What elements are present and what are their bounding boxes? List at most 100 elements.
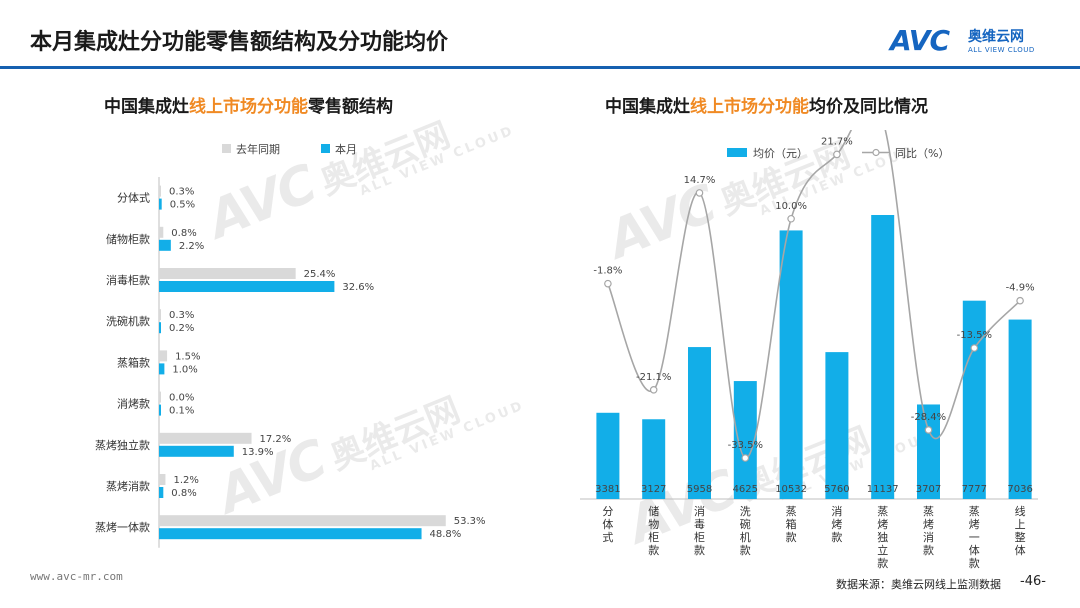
avg-price-data-label: 5760 bbox=[824, 484, 849, 495]
legend-swatch-avg-price bbox=[727, 148, 747, 157]
yoy-point bbox=[649, 385, 658, 394]
avg-price-data-label: 7036 bbox=[1007, 484, 1032, 495]
data-label-last-year: 1.5% bbox=[175, 351, 200, 362]
data-label-last-year: 1.2% bbox=[173, 475, 198, 486]
category-label: 蒸烤独立款 bbox=[877, 505, 888, 570]
brand-logo: AVC 奥维云网 ALL VIEW CLOUD bbox=[890, 24, 1060, 58]
legend-swatch-last-year bbox=[222, 144, 231, 153]
avg-price-data-label: 5958 bbox=[687, 484, 712, 495]
data-label-this-month: 0.8% bbox=[171, 488, 196, 499]
category-label: 蒸烤一体款 bbox=[969, 505, 980, 570]
legend-label-this-month: 本月 bbox=[335, 142, 357, 156]
bar-avg-price bbox=[962, 300, 986, 499]
yoy-data-label: -21.1% bbox=[636, 372, 671, 383]
category-label: 线上整体 bbox=[1015, 504, 1026, 557]
bar-last-year bbox=[159, 350, 168, 362]
yoy-data-label: 14.7% bbox=[684, 175, 716, 186]
data-label-last-year: 0.0% bbox=[169, 393, 194, 404]
bar-last-year bbox=[159, 226, 164, 238]
yoy-data-label: 10.0% bbox=[775, 201, 807, 212]
category-label: 蒸箱款 bbox=[786, 505, 797, 544]
bar-last-year bbox=[159, 185, 161, 197]
yoy-data-label: -28.4% bbox=[911, 412, 946, 423]
bar-this-month bbox=[159, 198, 162, 210]
category-label: 蒸烤消款 bbox=[106, 479, 150, 493]
header-rule bbox=[0, 66, 1080, 69]
yoy-point bbox=[1016, 296, 1024, 305]
right-combo-chart: 均价（元） 同比（%） 分体式 储物柜款 消毒柜款 洗碗机款 蒸箱款 消烤款 蒸烤独立款 蒸烤消款… bbox=[580, 130, 1038, 570]
bar-avg-price bbox=[733, 381, 757, 499]
bar-last-year bbox=[159, 515, 446, 527]
category-label: 储物柜款 bbox=[106, 232, 150, 246]
footer-page-number: -46- bbox=[1020, 574, 1046, 589]
bar-avg-price bbox=[688, 347, 711, 499]
logo-avc-text: AVC bbox=[890, 24, 950, 57]
data-label-last-year: 25.4% bbox=[304, 269, 336, 280]
footer-source: 数据来源：奥维云网线上监测数据 bbox=[836, 578, 1001, 591]
avg-price-data-label: 11137 bbox=[867, 484, 899, 495]
category-label: 洗碗机款 bbox=[106, 314, 150, 328]
legend-marker-yoy bbox=[872, 148, 880, 157]
data-label-last-year: 0.8% bbox=[171, 228, 196, 239]
bar-this-month bbox=[159, 404, 161, 416]
bar-last-year bbox=[159, 268, 296, 279]
bar-last-year bbox=[159, 309, 161, 321]
avg-price-data-label: 7777 bbox=[962, 484, 987, 495]
right-chart-title: 中国集成灶线上市场分功能均价及同比情况 bbox=[605, 97, 928, 117]
yoy-point bbox=[787, 214, 795, 223]
footer-url[interactable]: www.avc-mr.com bbox=[30, 570, 123, 583]
bar-this-month bbox=[159, 528, 422, 540]
bar-this-month bbox=[159, 363, 165, 375]
category-label: 洗碗机款 bbox=[740, 505, 751, 557]
yoy-data-label: -33.5% bbox=[728, 440, 763, 451]
category-label: 分体式 bbox=[602, 505, 613, 544]
category-label: 分体式 bbox=[117, 191, 150, 205]
data-label-this-month: 48.8% bbox=[430, 529, 462, 540]
data-label-last-year: 0.3% bbox=[169, 310, 194, 321]
data-label-this-month: 1.0% bbox=[172, 364, 197, 375]
bar-avg-price bbox=[871, 215, 895, 499]
data-label-this-month: 13.9% bbox=[242, 447, 274, 458]
bar-avg-price bbox=[596, 412, 620, 499]
yoy-line bbox=[607, 130, 1021, 459]
yoy-data-label: -13.5% bbox=[957, 330, 992, 341]
avg-price-data-label: 10532 bbox=[775, 484, 807, 495]
category-label: 蒸烤消款 bbox=[923, 505, 934, 557]
category-label: 蒸箱款 bbox=[117, 355, 150, 369]
yoy-point bbox=[695, 189, 704, 197]
bar-avg-price bbox=[642, 419, 666, 499]
category-label: 消烤款 bbox=[117, 397, 150, 411]
data-label-this-month: 0.5% bbox=[170, 200, 195, 211]
yoy-point bbox=[924, 426, 933, 434]
yoy-point bbox=[833, 150, 841, 159]
logo-cn-text: 奥维云网 bbox=[968, 29, 1024, 45]
category-label: 蒸烤独立款 bbox=[95, 438, 150, 452]
data-label-this-month: 2.2% bbox=[179, 241, 204, 252]
bar-avg-price bbox=[779, 230, 803, 499]
bar-last-year bbox=[159, 432, 252, 444]
data-label-last-year: 17.2% bbox=[260, 434, 292, 445]
legend-label-yoy: 同比（%） bbox=[895, 147, 949, 160]
category-label: 蒸烤一体款 bbox=[95, 520, 150, 534]
legend-label-last-year: 去年同期 bbox=[236, 142, 280, 156]
category-label: 储物柜款 bbox=[648, 504, 659, 557]
left-chart-title: 中国集成灶线上市场分功能零售额结构 bbox=[104, 97, 393, 117]
bar-this-month bbox=[159, 281, 335, 292]
yoy-point bbox=[970, 344, 979, 352]
bar-this-month bbox=[159, 445, 234, 457]
data-label-this-month: 0.2% bbox=[169, 323, 194, 334]
avg-price-data-label: 4625 bbox=[733, 484, 758, 495]
yoy-data-label: -4.9% bbox=[1006, 283, 1035, 294]
category-label: 消毒柜款 bbox=[106, 273, 150, 287]
bar-this-month bbox=[159, 487, 164, 498]
data-label-last-year: 53.3% bbox=[454, 516, 486, 527]
bar-this-month bbox=[159, 322, 161, 334]
yoy-data-label: 21.7% bbox=[821, 136, 853, 147]
bar-last-year bbox=[159, 391, 161, 403]
avg-price-data-label: 3707 bbox=[916, 484, 941, 495]
data-label-this-month: 32.6% bbox=[342, 282, 374, 293]
yoy-point bbox=[604, 279, 612, 288]
yoy-data-label: -1.8% bbox=[593, 266, 622, 277]
avg-price-data-label: 3127 bbox=[641, 484, 666, 495]
